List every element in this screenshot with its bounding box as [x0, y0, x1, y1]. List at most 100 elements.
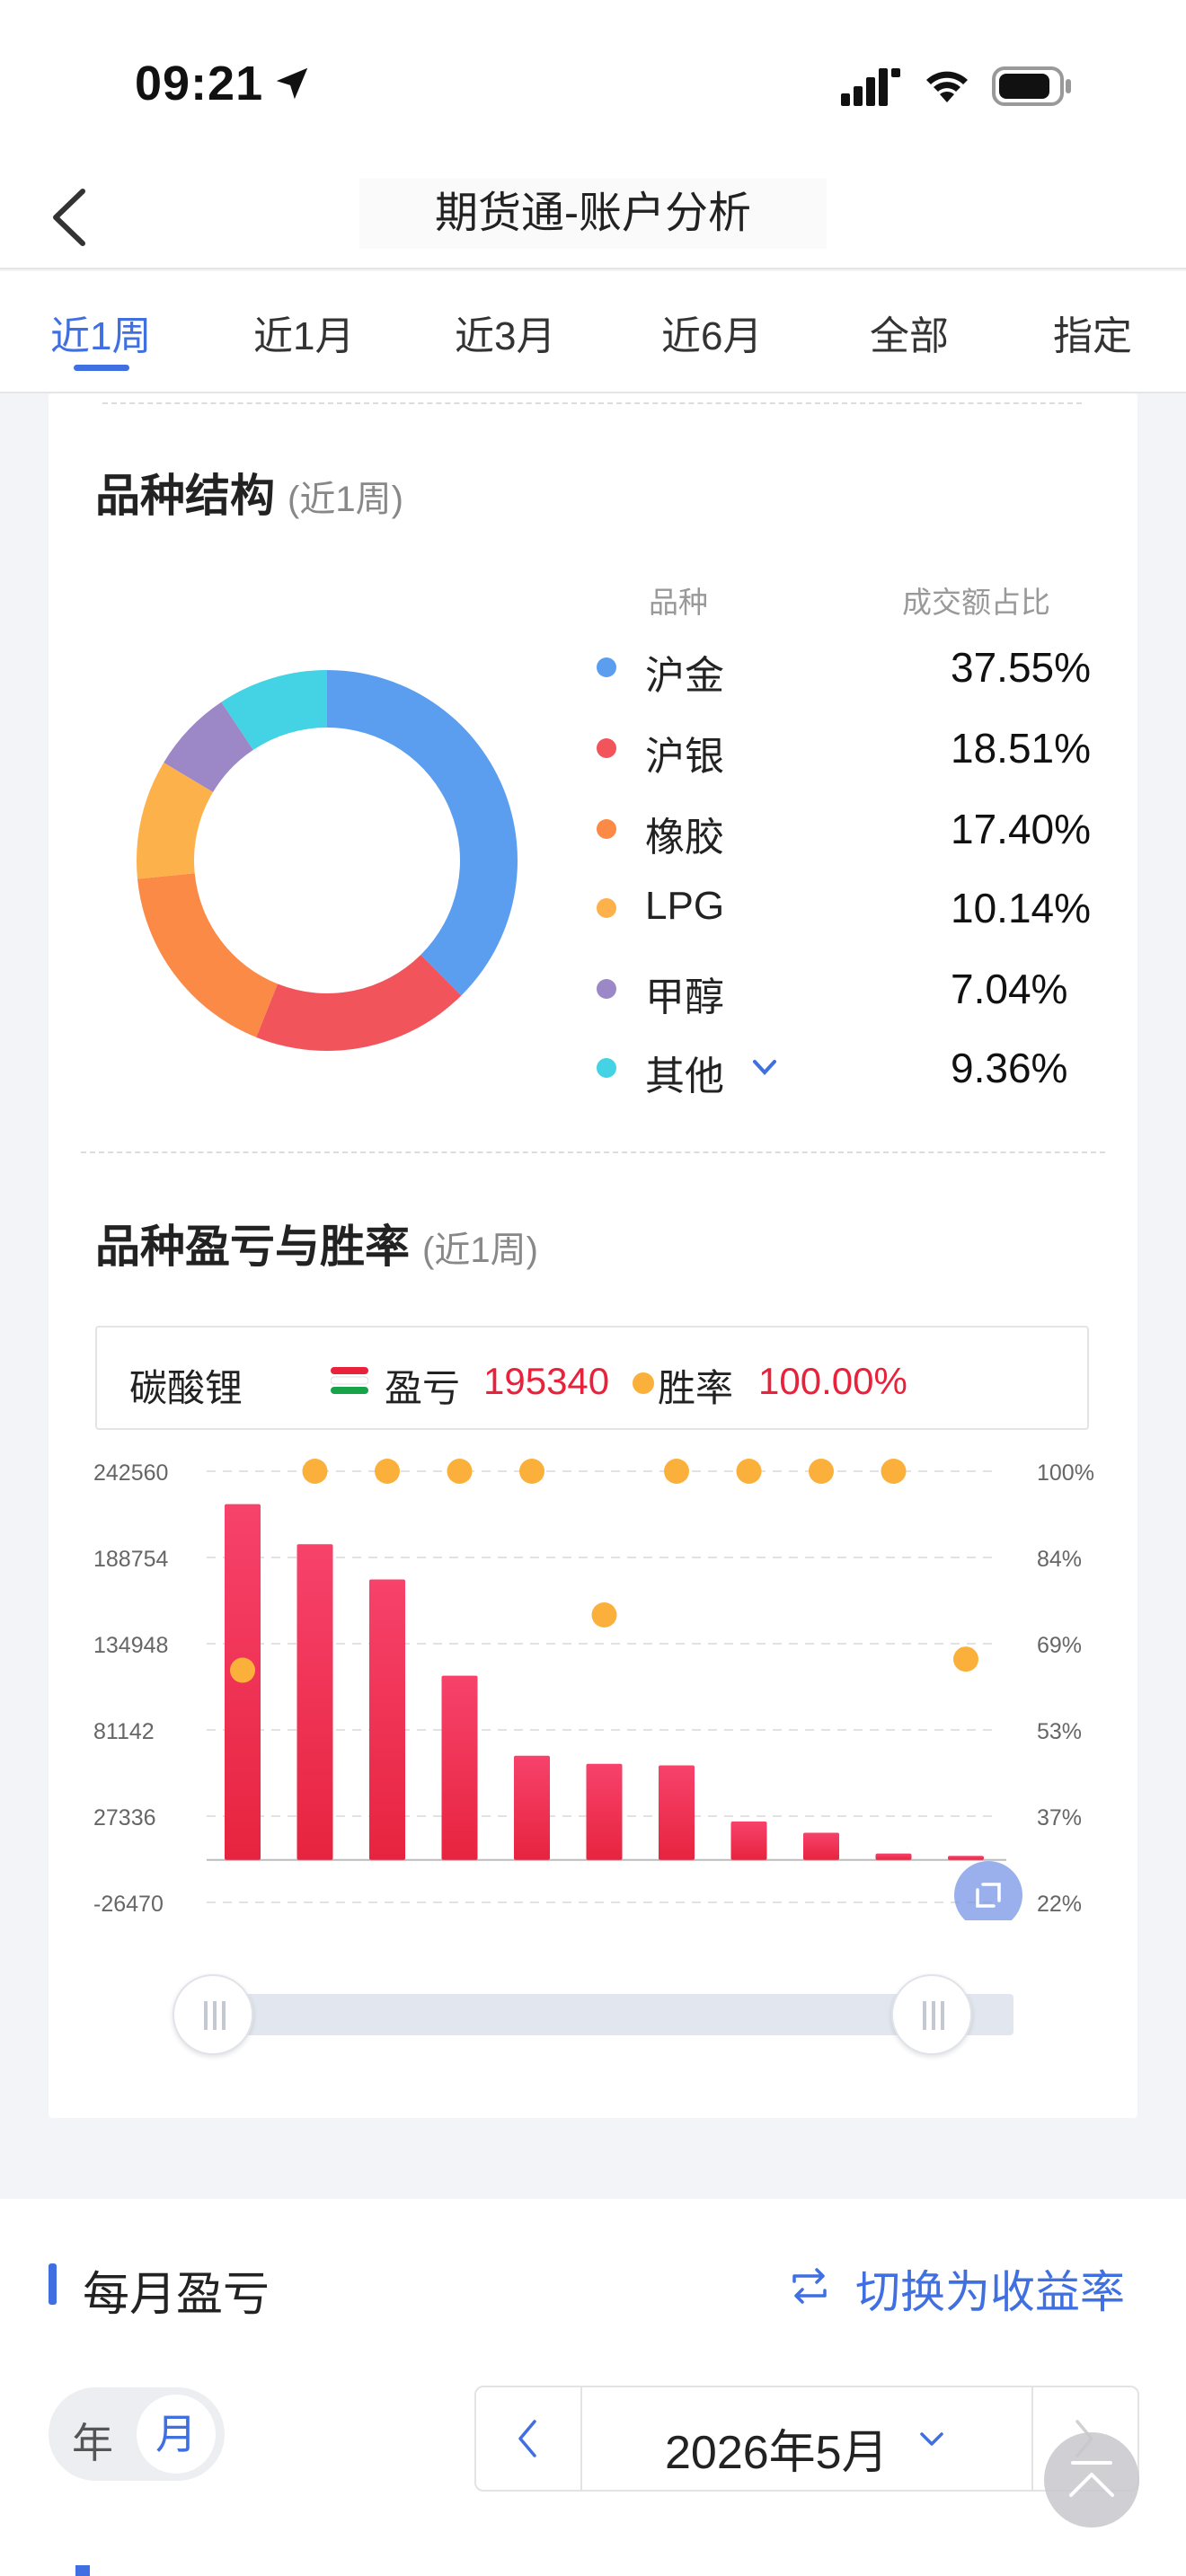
legend-item: 橡胶 17.40% — [597, 796, 1118, 860]
legend-item: LPG 10.14% — [597, 875, 1118, 938]
y-left-tick-label: -26470 — [93, 1892, 164, 1917]
composition-period: (近1周) — [288, 480, 403, 519]
legend-dot — [597, 979, 616, 999]
pnl-value: 195340 — [483, 1360, 610, 1402]
win-rate-point[interactable] — [736, 1459, 762, 1484]
month-picker: 2026年5月 — [474, 2386, 1139, 2492]
tab-6-months[interactable]: 近6月 — [661, 314, 763, 358]
legend-name: 甲醇 — [645, 975, 724, 1019]
legend-dot — [597, 738, 616, 758]
chevron-left-icon — [518, 2420, 536, 2457]
expand-chart-icon[interactable] — [954, 1861, 1022, 1920]
current-month-label[interactable]: 2026年5月 — [665, 2427, 889, 2479]
win-rate-point[interactable] — [591, 1602, 617, 1628]
pnl-title: 品种盈亏与胜率 (近1周) — [95, 1211, 538, 1275]
tab-custom[interactable]: 指定 — [1053, 314, 1132, 358]
win-rate-point[interactable] — [664, 1459, 689, 1484]
legend-header-value: 成交额占比 — [902, 586, 1050, 619]
win-rate-point[interactable] — [302, 1459, 328, 1484]
nav-bar: 期货通-账户分析 — [0, 166, 1186, 269]
selected-variety-name: 碳酸锂 — [129, 1367, 243, 1409]
y-right-tick-label: 37% — [1037, 1805, 1082, 1831]
legend-header-name: 品种 — [649, 586, 708, 619]
scroll-to-top-button[interactable] — [1044, 2432, 1139, 2527]
legend-name: 其他 — [645, 1054, 724, 1098]
win-rate-point[interactable] — [447, 1459, 473, 1484]
active-tab-indicator — [74, 365, 129, 371]
win-rate-point[interactable] — [881, 1459, 907, 1484]
calendar-peek — [75, 2565, 90, 2576]
pnl-bar[interactable] — [948, 1856, 984, 1860]
previous-month-button[interactable] — [476, 2387, 582, 2490]
donut-slice[interactable] — [164, 701, 253, 792]
expand-chevron-icon[interactable] — [751, 1056, 778, 1080]
win-rate-point[interactable] — [230, 1657, 255, 1683]
win-rate-label: 胜率 — [658, 1367, 734, 1409]
tab-1-week[interactable]: 近1周 — [50, 314, 152, 358]
cellular-signal-icon — [841, 68, 900, 106]
legend-dot — [597, 898, 616, 918]
composition-donut-chart[interactable] — [102, 636, 552, 1085]
donut-slice[interactable] — [256, 954, 462, 1051]
wifi-icon — [926, 71, 968, 102]
divider — [81, 1151, 1105, 1153]
pnl-win-rate-chart[interactable]: 242560 100% 188754 84% 134948 69% 81142 53% 2733… — [49, 1435, 1137, 1920]
y-right-tick-label: 84% — [1037, 1547, 1082, 1572]
donut-slice[interactable] — [327, 670, 518, 996]
win-rate-value: 100.00% — [758, 1360, 907, 1402]
win-rate-dot — [633, 1372, 654, 1394]
year-month-toggle: 年 月 — [49, 2387, 225, 2481]
location-arrow-icon — [276, 67, 308, 100]
status-time: 09:21 — [135, 57, 264, 110]
pnl-bar[interactable] — [296, 1544, 333, 1860]
y-left-tick-label: 242560 — [93, 1460, 168, 1486]
legend-name: 沪银 — [645, 735, 724, 779]
toggle-year[interactable]: 年 — [72, 2420, 113, 2466]
tab-3-months[interactable]: 近3月 — [455, 314, 556, 358]
selected-variety-tooltip: 碳酸锂 盈亏 195340 胜率 100.00% — [95, 1326, 1089, 1430]
y-right-tick-label: 53% — [1037, 1719, 1082, 1744]
switch-to-return-rate-button[interactable]: 切换为收益率 — [855, 2267, 1125, 2317]
period-tab-bar: 近1周 近1月 近3月 近6月 全部 指定 — [0, 271, 1186, 393]
back-chevron-icon[interactable] — [47, 186, 92, 249]
legend-value: 9.36% — [951, 1045, 1068, 1091]
zoom-slider-left-handle[interactable] — [173, 1974, 253, 2055]
legend-value: 37.55% — [951, 644, 1092, 691]
donut-slice[interactable] — [137, 873, 278, 1037]
composition-title: 品种结构 (近1周) — [95, 460, 403, 525]
pnl-bar[interactable] — [441, 1675, 478, 1860]
pnl-bar[interactable] — [875, 1853, 912, 1860]
legend-item-other[interactable]: 其他 9.36% — [597, 1035, 1118, 1098]
toggle-month[interactable]: 月 — [137, 2395, 216, 2474]
monthly-title: 每月盈亏 — [83, 2269, 270, 2321]
legend-item: 沪金 37.55% — [597, 634, 1118, 698]
pnl-bar[interactable] — [803, 1832, 839, 1860]
legend-item: 沪银 18.51% — [597, 715, 1118, 779]
legend-name: LPG — [645, 884, 725, 928]
win-rate-point[interactable] — [809, 1459, 834, 1484]
donut-slice[interactable] — [137, 762, 214, 879]
y-right-tick-label: 22% — [1037, 1892, 1082, 1917]
switch-arrows-icon[interactable] — [787, 2263, 832, 2308]
pnl-bar[interactable] — [514, 1755, 550, 1860]
y-right-tick-label: 100% — [1037, 1460, 1094, 1486]
legend-name: 橡胶 — [645, 816, 724, 860]
pnl-bar[interactable] — [659, 1765, 695, 1860]
win-rate-point[interactable] — [375, 1459, 400, 1484]
legend-value: 10.14% — [951, 885, 1092, 931]
legend-item: 甲醇 7.04% — [597, 956, 1118, 1019]
donut-slice[interactable] — [221, 670, 327, 750]
win-rate-point[interactable] — [953, 1646, 978, 1672]
tab-1-month[interactable]: 近1月 — [253, 314, 355, 358]
pnl-bar[interactable] — [586, 1763, 623, 1860]
pnl-bar[interactable] — [369, 1579, 405, 1860]
monthly-pnl-section: 每月盈亏 切换为收益率 年 月 2026年5月 — [0, 2199, 1186, 2576]
zoom-slider-right-handle[interactable] — [891, 1974, 972, 2055]
zoom-slider-track[interactable] — [207, 1994, 1013, 2035]
tab-all[interactable]: 全部 — [870, 314, 949, 358]
win-rate-point[interactable] — [519, 1459, 544, 1484]
pnl-bar[interactable] — [730, 1821, 767, 1860]
chevron-down-icon[interactable] — [916, 2427, 947, 2452]
battery-icon — [992, 66, 1071, 106]
